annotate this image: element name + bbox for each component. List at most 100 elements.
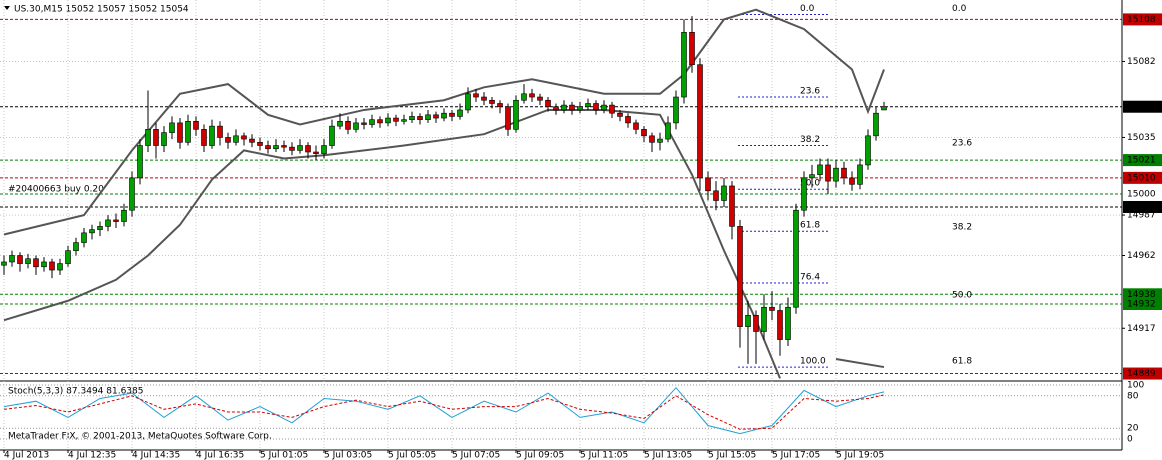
candle-body bbox=[321, 145, 327, 154]
bollinger-band bbox=[3, 108, 781, 379]
candle-body bbox=[449, 112, 455, 117]
candle-body bbox=[297, 145, 303, 151]
stoch-label: Stoch(5,3,3) 87.3494 81.6385 bbox=[8, 387, 143, 397]
price-label: 14992 bbox=[1127, 202, 1156, 212]
candle-body bbox=[329, 125, 335, 146]
candle-body bbox=[153, 129, 159, 146]
price-label: 15108 bbox=[1127, 15, 1156, 25]
candle-body bbox=[785, 306, 791, 340]
candle-body bbox=[769, 306, 775, 311]
chart-title: US.30,M15 15052 15057 15052 15054 bbox=[14, 5, 189, 15]
candle-body bbox=[857, 164, 863, 185]
x-tick-label: 5 Jul 19:05 bbox=[836, 451, 884, 460]
candle-body bbox=[409, 116, 415, 120]
x-tick-label: 5 Jul 07:05 bbox=[452, 451, 500, 460]
candle-body bbox=[33, 258, 39, 268]
y-tick-label: 15035 bbox=[1127, 133, 1156, 143]
fib-label: 50.0 bbox=[800, 179, 820, 189]
candle-body bbox=[393, 117, 399, 122]
candle-body bbox=[825, 164, 831, 182]
x-tick-label: 5 Jul 09:05 bbox=[516, 451, 564, 460]
x-tick-label: 4 Jul 12:35 bbox=[68, 451, 116, 460]
price-label: 15000 bbox=[1127, 190, 1156, 200]
fib-label: 61.8 bbox=[952, 357, 972, 367]
candle-body bbox=[593, 103, 599, 111]
price-box bbox=[1123, 200, 1162, 213]
x-tick-label: 5 Jul 17:05 bbox=[772, 451, 820, 460]
fib-label: 50.0 bbox=[952, 290, 972, 300]
candle-body bbox=[753, 315, 759, 332]
candle-body bbox=[585, 103, 591, 108]
candle-body bbox=[713, 190, 719, 201]
candle-body bbox=[497, 103, 503, 108]
fib-label: 23.6 bbox=[800, 87, 820, 97]
x-tick-label: 5 Jul 01:05 bbox=[260, 451, 308, 460]
y-tick-label: 14987 bbox=[1127, 211, 1156, 221]
stoch-tick-label: 20 bbox=[1127, 424, 1139, 434]
candle-body bbox=[601, 104, 607, 111]
price-label: 15054 bbox=[1127, 102, 1156, 112]
candle-body bbox=[1, 261, 7, 266]
x-tick-label: 4 Jul 14:35 bbox=[132, 451, 180, 460]
candle-body bbox=[681, 32, 687, 98]
candle-body bbox=[177, 122, 183, 143]
candle-body bbox=[465, 93, 471, 111]
candle-body bbox=[817, 164, 823, 175]
bollinger-band bbox=[3, 8, 885, 236]
candle-body bbox=[489, 99, 495, 104]
candle-body bbox=[673, 96, 679, 124]
candle-body bbox=[721, 185, 727, 201]
candle-body bbox=[193, 120, 199, 130]
x-tick-label: 5 Jul 03:05 bbox=[324, 451, 372, 460]
candle-body bbox=[257, 141, 263, 146]
price-box bbox=[1123, 298, 1162, 310]
candle-body bbox=[249, 138, 255, 143]
candle-body bbox=[121, 209, 127, 222]
candle-body bbox=[65, 250, 71, 264]
candle-body bbox=[345, 120, 351, 130]
candle-body bbox=[377, 119, 383, 124]
fib-label: 0.0 bbox=[952, 4, 967, 14]
stoch-line bbox=[3, 394, 885, 430]
price-box bbox=[1123, 288, 1162, 301]
price-label: 15021 bbox=[1127, 156, 1156, 166]
candle-body bbox=[305, 145, 311, 153]
x-tick-label: 4 Jul 2013 bbox=[4, 451, 49, 460]
candle-body bbox=[433, 114, 439, 119]
fib-label: 61.8 bbox=[800, 221, 820, 231]
candle-body bbox=[289, 146, 295, 151]
candle-body bbox=[481, 96, 487, 101]
candle-body bbox=[281, 145, 287, 148]
candle-body bbox=[537, 96, 543, 101]
fib-label: 38.2 bbox=[952, 222, 972, 232]
stoch-tick-label: 100 bbox=[1127, 381, 1144, 391]
copyright: MetaTrader FIX, © 2001-2013, MetaQuotes … bbox=[8, 432, 272, 442]
candle-body bbox=[865, 135, 871, 166]
candle-body bbox=[761, 306, 767, 332]
menu-icon[interactable] bbox=[4, 6, 10, 10]
price-label: 15010 bbox=[1127, 173, 1156, 183]
candle-body bbox=[873, 112, 879, 137]
candle-body bbox=[209, 125, 215, 146]
candle-body bbox=[705, 177, 711, 192]
fib-label: 0.0 bbox=[800, 4, 815, 14]
candle-body bbox=[17, 255, 23, 264]
candle-body bbox=[737, 226, 743, 327]
candle-body bbox=[265, 145, 271, 150]
candle-body bbox=[353, 122, 359, 130]
candle-body bbox=[777, 310, 783, 340]
candle-body bbox=[89, 229, 95, 234]
candle-body bbox=[241, 135, 247, 140]
candle-body bbox=[529, 93, 535, 98]
candle-body bbox=[49, 261, 55, 271]
candle-body bbox=[793, 209, 799, 308]
candle-body bbox=[577, 106, 583, 111]
y-tick-label: 15082 bbox=[1127, 57, 1156, 67]
stoch-tick-label: 0 bbox=[1127, 435, 1133, 445]
candle-body bbox=[337, 120, 343, 127]
stoch-tick-label: 80 bbox=[1127, 391, 1139, 401]
y-tick-label: 14962 bbox=[1127, 251, 1156, 261]
trade-label: #20400663 buy 0.20 bbox=[8, 185, 104, 195]
candle-body bbox=[801, 177, 807, 211]
price-box bbox=[1123, 367, 1162, 380]
